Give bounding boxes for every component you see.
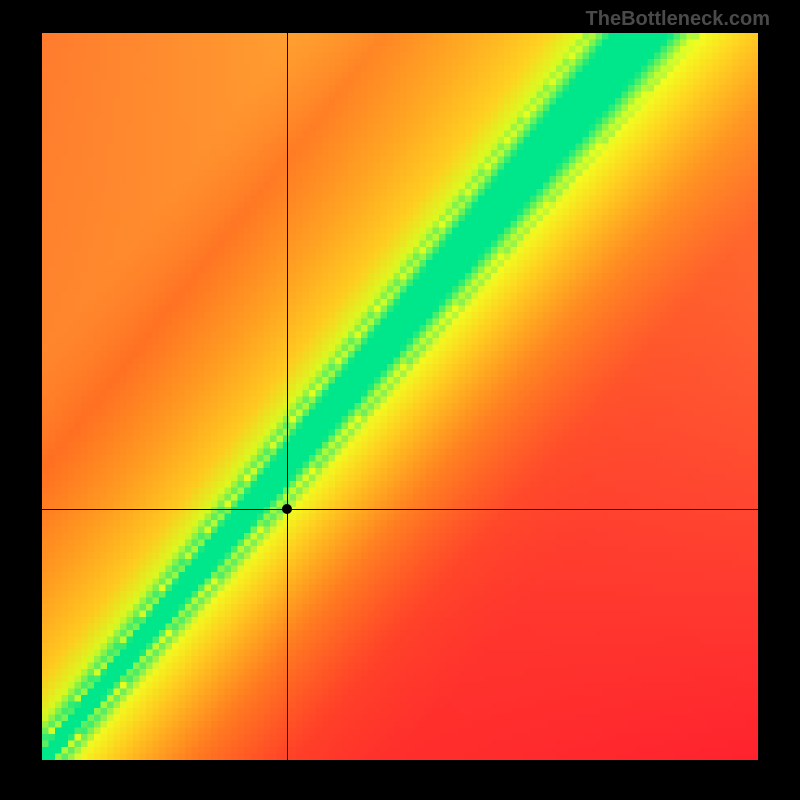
heatmap-canvas: [42, 33, 758, 760]
crosshair-horizontal: [42, 509, 758, 510]
watermark-text: TheBottleneck.com: [586, 8, 770, 31]
crosshair-vertical: [287, 33, 288, 760]
bottleneck-heatmap: [42, 33, 758, 760]
selected-point-marker: [282, 504, 292, 514]
